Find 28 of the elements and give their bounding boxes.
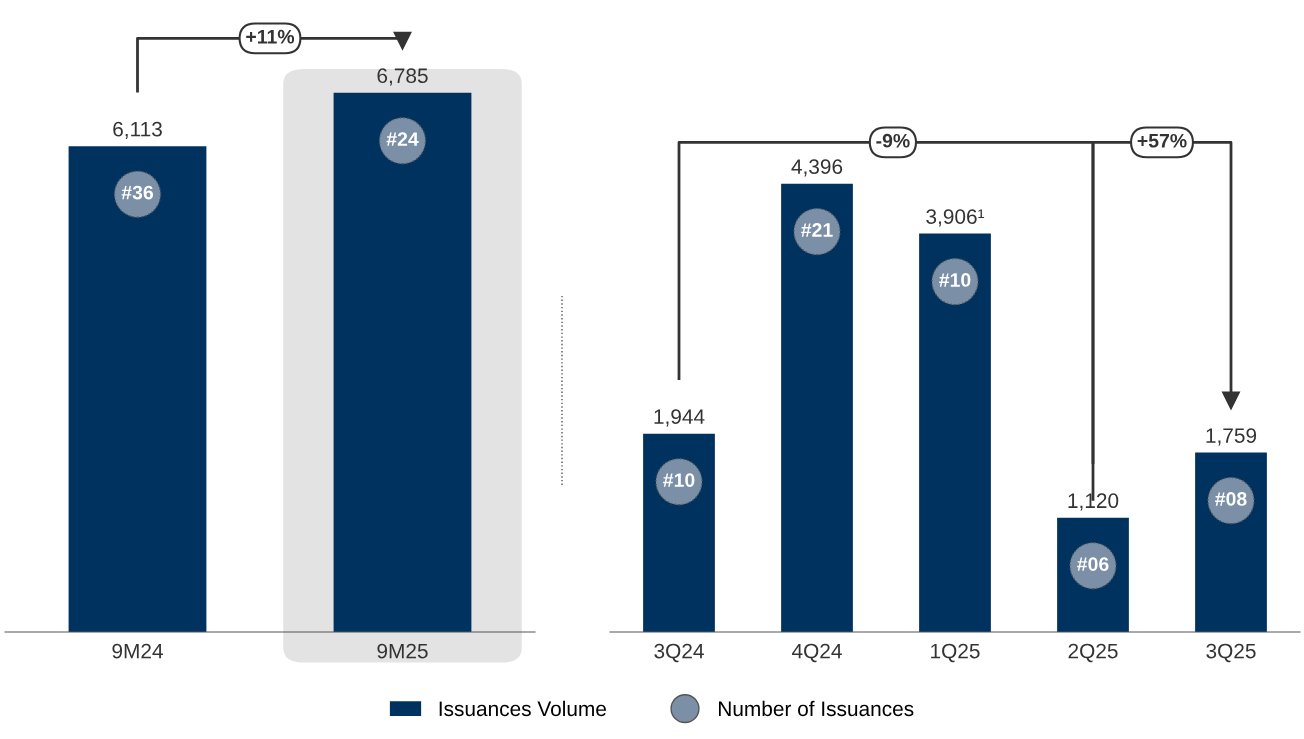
data-label: 3,906¹ — [926, 209, 985, 227]
text: -9% — [876, 133, 910, 148]
data-label: 6,785 — [377, 68, 428, 86]
x-tick-label: 3Q25 — [1206, 643, 1256, 663]
x-tick-label: 9M25 — [377, 643, 428, 659]
data-label: 6,113 — [113, 121, 162, 139]
legend-label: Issuances Volume — [439, 700, 606, 717]
bar — [781, 183, 853, 632]
data-label: 1,120 — [1068, 493, 1119, 511]
x-tick-label: 9M24 — [112, 643, 163, 659]
annotation: #21 — [801, 223, 833, 237]
text: +57% — [1137, 133, 1187, 148]
x-tick-label: 2Q25 — [1068, 643, 1118, 663]
data-label: 4,396 — [791, 159, 843, 177]
annotation: #24 — [386, 132, 419, 146]
annotation: #10 — [663, 473, 695, 487]
annotation: #08 — [1215, 492, 1247, 506]
x-tick-label: 3Q24 — [654, 643, 704, 663]
text: +11% — [246, 29, 295, 44]
bar — [919, 233, 991, 632]
annotation: #10 — [939, 273, 971, 287]
text: Number of Issuances — [718, 700, 914, 717]
x-tick-label: 4Q24 — [792, 643, 842, 663]
x-tick-label: 1Q25 — [931, 643, 980, 663]
annotation: #36 — [121, 185, 154, 200]
data-label: 1,759 — [1206, 428, 1257, 446]
data-label: 1,944 — [654, 409, 705, 427]
annotation: #06 — [1077, 557, 1109, 571]
